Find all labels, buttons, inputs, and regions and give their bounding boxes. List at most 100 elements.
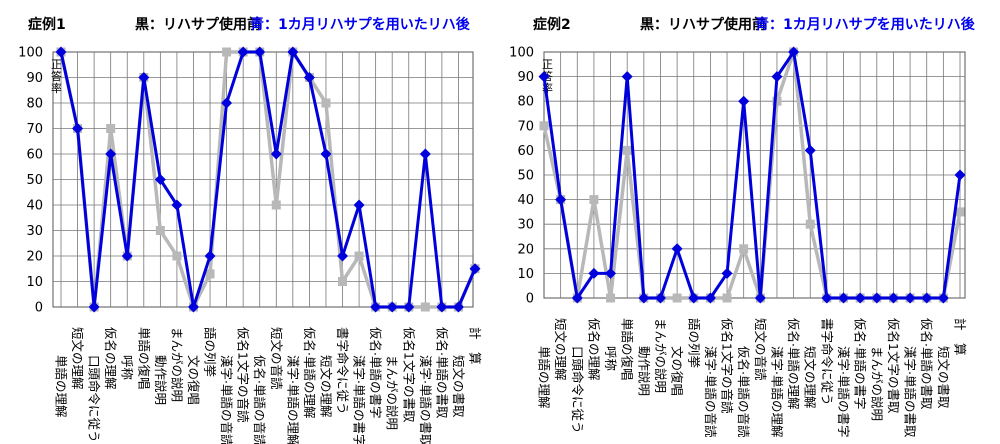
x-category-label: 漢字·単語の音読 [703,346,718,438]
y-tick-label: 90 [517,70,534,85]
y-tick-label: 30 [517,218,534,233]
x-category-label: 仮名の理解 [586,318,601,381]
data-point-after [588,267,600,279]
data-point-after [353,199,365,211]
data-point-after [838,292,850,304]
data-point-before [672,293,682,303]
data-point-after [337,250,349,262]
chart-title: 症例2 [533,17,571,33]
data-point-after [121,250,133,262]
data-point-after [287,46,299,58]
data-point-before [739,244,749,254]
data-point-after [187,301,199,313]
data-point-before [420,302,430,312]
data-point-after [270,148,282,160]
data-point-after [754,292,766,304]
x-category-label: 単語の理解 [537,346,552,409]
data-point-after [320,148,332,160]
x-category-label: 書字命令に従う [335,327,350,415]
data-point-after [937,292,949,304]
y-tick-label: 80 [517,95,534,110]
x-category-label: 短文の理解 [803,346,818,409]
y-tick-label: 100 [509,46,534,61]
y-axis-label: 正答率 [51,58,62,95]
x-category-label: 単語の復唱 [136,327,151,390]
x-category-label: 仮名·単語の音読 [736,346,751,438]
data-point-after [254,46,266,58]
y-tick-label: 0 [35,301,43,316]
x-category-label: 仮名·単語の書取 [434,327,449,419]
data-point-after [386,301,398,313]
data-point-after [370,301,382,313]
data-point-before [805,219,815,229]
data-point-after [555,194,567,206]
x-category-label: 計 算 [953,318,968,356]
x-category-label: まんがの説明 [869,346,884,421]
data-point-after [887,292,899,304]
data-point-after [571,292,583,304]
y-tick-label: 10 [26,275,43,290]
data-point-after [671,243,683,255]
data-point-after [904,292,916,304]
x-category-label: 動作説明 [153,355,168,405]
data-point-after [204,250,216,262]
legend-blue: 青：1カ月リハサプを用いたリハ後 [250,17,470,33]
chart-title: 症例1 [28,17,66,33]
x-category-label: 口頭命令に従う [570,346,585,434]
data-point-after [654,292,666,304]
y-tick-label: 20 [517,242,534,257]
data-point-before [722,293,732,303]
x-category-label: 計 算 [468,327,483,365]
x-category-label: 仮名1文字の書取 [401,327,416,423]
data-point-after [419,148,431,160]
chart-panel-1: 症例1 黒：リハサプ使用前 青：1カ月リハサプを用いたリハ後 0 10 20 30 40… [0,0,490,444]
x-category-label: 仮名·単語の理解 [302,327,317,418]
x-category-label: まんがの説明 [385,355,400,430]
data-point-after [804,144,816,156]
data-point-after [688,292,700,304]
legend-black: 黒：リハサプ使用前 [135,17,261,33]
data-point-after [854,292,866,304]
data-point-after [72,123,84,134]
data-point-after [871,292,883,304]
data-point-before [606,293,616,303]
x-category-label: 仮名·単語の書字 [368,327,383,418]
y-tick-label: 20 [26,250,43,265]
data-point-after [721,267,733,279]
y-tick-label: 60 [517,144,534,159]
x-category-label: 文の復唱 [186,355,201,405]
x-category-label: まんがの説明 [169,327,184,402]
x-category-label: 漢字·単語の理解 [769,346,784,437]
data-point-before [271,200,281,210]
y-tick-label: 100 [18,46,43,61]
data-point-after [88,301,100,313]
x-category-label: 短文の理解 [70,327,85,390]
data-point-after [237,46,249,58]
x-category-label: 短文の理解 [553,318,568,381]
x-category-label: まんがの説明 [653,318,668,393]
data-point-after [171,199,183,211]
x-category-label: 仮名·単語の音読 [252,355,267,444]
data-point-before [772,96,782,106]
x-category-label: 漢字·単語の音読 [219,355,234,444]
data-point-before [222,47,232,57]
x-category-label: 単語の復唱 [620,318,635,381]
chart-panel-2: 症例2 黒：リハサプ使用前 青：1カ月リハサプを用いたリハ後 0 10 20 30 40… [505,0,995,444]
x-category-label: 語の列挙 [686,318,701,369]
data-point-after [452,301,464,313]
data-point-after [403,301,415,313]
legend-blue: 青：1カ月リハサプを用いたリハ後 [755,17,975,33]
x-category-label: 動作説明 [636,346,651,396]
x-category-label: 仮名の理解 [103,327,118,390]
y-tick-label: 40 [26,199,43,214]
x-category-label: 語の列挙 [203,327,218,378]
y-tick-label: 30 [26,224,43,239]
data-point-after [436,301,448,313]
x-category-label: 短文の音読 [269,327,284,390]
data-point-after [138,72,150,83]
y-tick-label: 50 [26,173,43,188]
y-tick-label: 0 [526,292,534,307]
x-category-label: 書字命令に従う [819,318,834,406]
x-category-label: 呼称 [120,355,135,380]
data-point-before [338,277,348,286]
